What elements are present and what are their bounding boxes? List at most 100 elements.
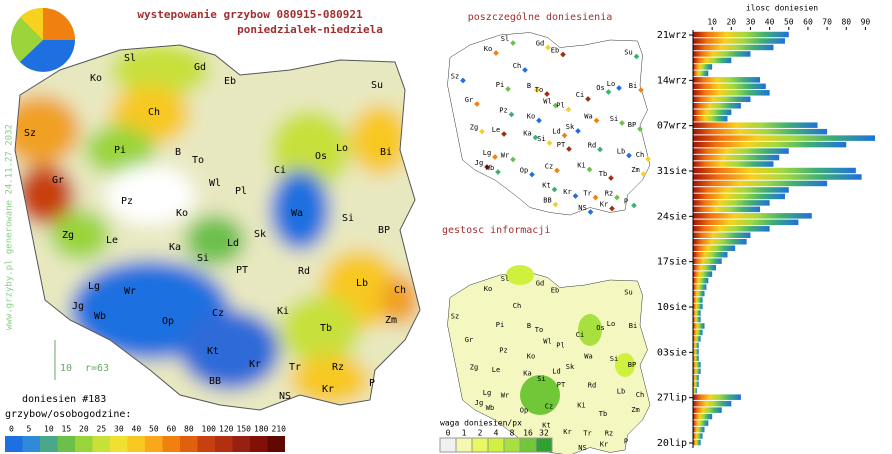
report-point (529, 171, 535, 178)
region-label-small: BP (628, 121, 636, 129)
bar (693, 310, 701, 316)
report-point (626, 152, 632, 159)
region-label-small: Ka (523, 370, 531, 378)
region-label: Sl (124, 53, 136, 64)
region-label-small: PT (557, 381, 566, 389)
region-label-small: Bi (629, 82, 637, 90)
region-label: Sz (24, 128, 36, 139)
region-label-small: Pl (556, 102, 564, 110)
bar (693, 316, 701, 323)
region-label: Wr (124, 286, 136, 297)
region-label-small: Sl (501, 275, 509, 283)
bar (693, 31, 789, 38)
region-label-small: Ko (484, 285, 492, 293)
bar (693, 323, 705, 329)
region-label-small: Ko (527, 353, 535, 361)
legend-swatch (5, 436, 23, 452)
region-label-small: Le (492, 126, 500, 134)
legend-tick: 15 (62, 425, 72, 434)
report-point (479, 128, 485, 135)
density-title: gestosc informacji (442, 225, 550, 236)
region-label-small: Wa (584, 353, 592, 361)
legend-swatch (197, 436, 215, 452)
region-label-small: Lg (483, 389, 491, 397)
region-label-small: Wa (584, 113, 592, 121)
report-point (474, 101, 480, 107)
pie (11, 7, 75, 72)
bar (693, 290, 705, 297)
density-swatch (503, 437, 521, 453)
region-label-small: Pi (496, 81, 504, 89)
bar (693, 64, 713, 70)
region-label-small: Pl (556, 342, 564, 350)
legend-tick: 0 (9, 425, 14, 434)
region-label-small: Ci (576, 91, 584, 99)
density-tick: 16 (523, 429, 533, 438)
report-point (587, 209, 594, 215)
legend-tick: 210 (272, 425, 287, 434)
region-label-small: Zg (470, 364, 478, 372)
region-label-small: BB (543, 197, 551, 205)
region-label-small: Wr (501, 392, 509, 400)
region-label-small: Ki (577, 402, 585, 410)
bar (693, 44, 774, 51)
report-point (645, 156, 651, 162)
region-label-small: PT (557, 141, 566, 149)
report-point (565, 106, 572, 113)
legend-title: grzybow/osobogodzine: (5, 409, 131, 420)
legend-swatch (215, 436, 233, 452)
x-tick-label: 10 (707, 18, 717, 27)
region-label-small: Gr (465, 96, 473, 104)
bar (693, 96, 751, 103)
legend-swatch (75, 436, 93, 452)
region-label: To (192, 155, 204, 166)
region-label-small: NS (578, 204, 586, 212)
bar (693, 128, 828, 135)
region-label-small: Su (624, 49, 632, 57)
region-label-small: Lo (607, 80, 615, 88)
report-point (492, 154, 498, 160)
region-label-small: Gd (536, 40, 544, 48)
bar (693, 103, 741, 109)
report-point (545, 44, 551, 51)
report-point (551, 186, 558, 193)
region-label: Kr (322, 384, 334, 395)
region-label-small: Si (537, 375, 545, 383)
density-tick: 8 (510, 429, 515, 438)
bar (693, 148, 789, 154)
region-label-small: Sl (501, 35, 509, 43)
region-label-small: Ld (552, 368, 560, 376)
report-point (597, 146, 603, 153)
y-tick-label: 10sie (657, 302, 687, 313)
report-point (575, 128, 581, 134)
bar (693, 297, 703, 303)
region-label-small: To (535, 326, 543, 334)
region-label: Pl (235, 186, 247, 197)
region-label-small: Lb (617, 148, 625, 156)
report-point (460, 77, 466, 84)
y-tick-label: 03sie (657, 347, 687, 358)
bar (693, 413, 713, 420)
density-legend-title: waga doniesien/px (440, 419, 522, 428)
region-label-small: Si (610, 115, 618, 123)
region-label-small: Wb (486, 404, 494, 412)
bar (693, 420, 709, 426)
region-label: Ld (227, 238, 239, 249)
x-tick-label: 30 (746, 18, 756, 27)
report-point (566, 146, 572, 152)
report-point (484, 164, 490, 170)
report-point (638, 87, 644, 93)
legend-swatch (92, 436, 110, 452)
y-tick-label: 20lip (657, 438, 687, 449)
region-label-small: Tr (583, 430, 591, 438)
bar (693, 400, 732, 407)
legend-swatch (40, 436, 58, 452)
bar (693, 433, 703, 439)
region-label: Ko (176, 208, 188, 219)
report-point (633, 53, 640, 60)
region-label: Os (315, 151, 327, 162)
report-point (510, 156, 516, 163)
region-label-small: Ch (513, 302, 521, 310)
legend-swatch (57, 436, 75, 452)
region-label: Eb (224, 76, 236, 87)
